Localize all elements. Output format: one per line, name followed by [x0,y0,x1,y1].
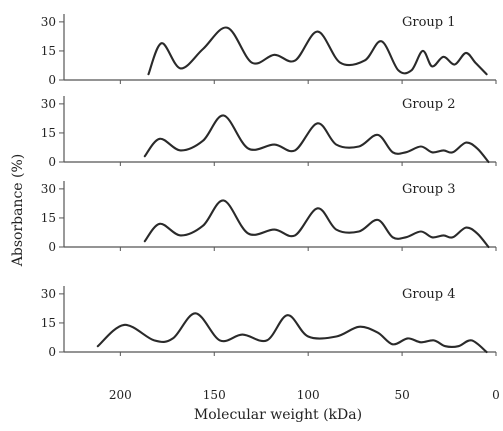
panel-group-3: 0 15 30 Group 3 [41,181,497,254]
y-tick-label: 15 [41,316,56,330]
y-tick-label: 30 [41,287,56,301]
x-tick-label: 200 [109,388,132,402]
series-line-group-1 [147,26,488,76]
shared-x-axis: 200 150 100 50 0 [109,388,500,402]
y-tick-label: 0 [48,345,56,359]
y-tick-label: 0 [48,155,56,169]
y-tick-label: 30 [41,15,56,29]
x-axis-label: Molecular weight (kDa) [194,407,362,423]
y-tick-label: 0 [48,73,56,87]
y-tick-label: 15 [41,211,56,225]
y-axis-label: Absorbance (%) [10,154,26,268]
series-line-group-4 [96,312,488,354]
panel-group-2: 0 15 30 Group 2 [41,96,497,169]
x-tick-label: 0 [492,388,500,402]
panel-group-1: 0 15 30 Group 1 [41,14,497,87]
panel-title: Group 3 [402,182,456,197]
y-tick-label: 15 [41,44,56,58]
series-line-group-2 [143,114,490,164]
y-tick-label: 15 [41,126,56,140]
y-tick-label: 30 [41,182,56,196]
series-line-group-3 [143,199,490,249]
panel-group-4: 0 15 30 Group 4 [41,286,497,359]
y-tick-label: 30 [41,97,56,111]
x-tick-label: 100 [297,388,320,402]
panel-title: Group 1 [402,15,456,30]
y-tick-label: 0 [48,240,56,254]
x-tick-label: 150 [203,388,226,402]
panels: 0 15 30 Group 1 0 15 30 Group 2 0 15 30 Group 3 0 15 3… [41,14,497,359]
panel-title: Group 2 [402,97,456,112]
x-tick-label: 50 [394,388,409,402]
panel-title: Group 4 [402,287,456,302]
